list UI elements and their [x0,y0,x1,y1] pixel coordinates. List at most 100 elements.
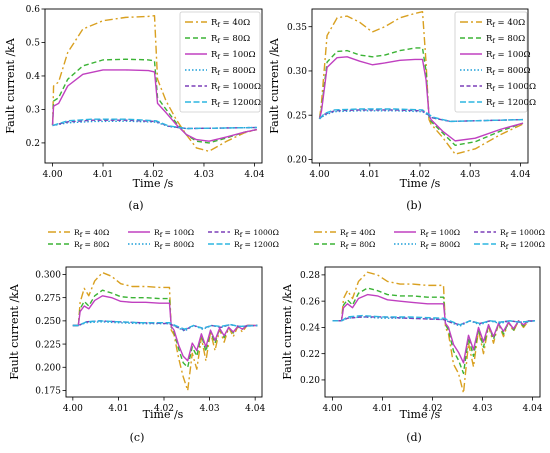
y-tick-label: 0.25 [287,111,307,121]
series-line-6 [332,314,536,326]
legend-item: Rf = 800Ω [394,240,460,251]
legend-label: Rf = 100Ω [486,50,531,61]
legend-box [454,11,528,113]
legend-item: Rf = 1200Ω [474,240,545,251]
legend: Rf = 40Ω Rf = 80Ω Rf = 100Ω Rf = 800Ω Rf = 1… [454,11,536,113]
x-tick-label: 4.02 [154,404,174,414]
legend-label: Rf = 40Ω [340,228,375,239]
panel-caption: (a) [128,199,143,212]
legend-item: Rf = 100Ω [128,228,194,239]
legend-item: Rf = 80Ω [460,34,525,45]
series-line-6 [52,118,257,130]
series-line-2 [332,287,535,375]
series-line-2 [318,47,524,146]
legend-item: Rf = 800Ω [185,66,256,77]
chart-panel-d: 4.00 4.01 4.02 4.03 4.04 0.20 0.22 0.24 0.26 0.28… [281,228,545,444]
legend-label: Rf = 80Ω [74,240,109,251]
legend-label: Rf = 1000Ω [211,82,261,93]
chart-panel-a: 4.00 4.01 4.02 4.03 4.04 0.2 0.3 0.4 0.5 0.6 Time … [4,5,265,212]
x-tick-label: 4.01 [93,170,113,180]
x-tick-label: 4.03 [472,404,492,414]
y-tick-label: 0.225 [35,340,61,350]
legend-label: Rf = 1200Ω [211,98,261,109]
legend-label: Rf = 800Ω [154,240,194,251]
legend: Rf = 40Ω Rf = 100Ω Rf = 1000Ω Rf = 80Ω Rf = … [48,228,279,251]
series-line-6 [319,108,523,123]
legend-box [179,11,261,113]
y-axis-label: Fault current /kA [8,283,21,380]
x-tick-label: 4.02 [422,404,442,414]
legend-item: Rf = 100Ω [394,228,460,239]
x-tick-label: 4.04 [244,170,264,180]
legend-label: Rf = 1000Ω [234,228,279,239]
legend-label: Rf = 800Ω [420,240,460,251]
legend-item: Rf = 40Ω [460,18,525,29]
panel-caption: (b) [406,199,422,212]
x-tick-label: 4.04 [245,404,265,414]
plot-frame [324,266,541,398]
legend-label: Rf = 80Ω [211,34,250,45]
legend-label: Rf = 100Ω [154,228,194,239]
x-axis-label: Time /s [400,408,441,421]
y-tick-label: 0.35 [287,23,307,33]
panel-caption: (d) [406,431,422,444]
legend-item: Rf = 100Ω [185,50,256,61]
legend-item: Rf = 1200Ω [460,98,536,109]
series-line-4 [319,110,523,123]
series-group [51,15,258,152]
legend-label: Rf = 1200Ω [234,240,279,251]
legend-label: Rf = 100Ω [211,50,256,61]
series-line-3 [332,293,535,364]
y-tick-label: 0.4 [26,72,41,82]
x-axis-label: Time /s [400,177,441,190]
series-line-6 [72,320,258,330]
legend-item: Rf = 80Ω [48,240,109,251]
x-tick-label: 4.00 [322,404,342,414]
panel-caption: (c) [130,431,145,444]
legend-item: Rf = 800Ω [460,66,531,77]
x-axis-label: Time /s [143,408,184,421]
x-tick-label: 4.03 [194,170,214,180]
chart-panel-b: 4.00 4.01 4.02 4.03 4.04 0.20 0.25 0.30 0.35 Time… [268,8,536,212]
legend-item: Rf = 40Ω [185,18,250,29]
y-axis-label: Fault current /kA [4,37,17,134]
legend-label: Rf = 800Ω [211,66,256,77]
y-tick-label: 0.175 [35,387,61,397]
legend-item: Rf = 1000Ω [208,228,279,239]
legend-label: Rf = 80Ω [340,240,375,251]
y-tick-label: 0.28 [300,271,320,281]
x-tick-label: 4.01 [360,170,380,180]
legend-item: Rf = 100Ω [460,50,531,61]
y-tick-label: 0.20 [287,156,307,166]
legend-item: Rf = 1200Ω [185,98,261,109]
legend-label: Rf = 800Ω [486,66,531,77]
x-tick-label: 4.00 [310,170,330,180]
y-axis-label: Fault current /kA [268,37,281,134]
x-tick-label: 4.04 [510,170,530,180]
series-line-3 [72,295,258,362]
y-axis-label: Fault current /kA [281,283,294,380]
legend-item: Rf = 800Ω [128,240,194,251]
y-tick-label: 0.5 [26,39,41,49]
y-tick-label: 0.275 [35,294,61,304]
x-tick-label: 4.02 [410,170,430,180]
y-tick-label: 0.250 [35,317,61,327]
series-group [318,10,524,155]
y-tick-label: 0.2 [26,139,40,149]
legend-label: Rf = 100Ω [420,228,460,239]
y-tick-label: 0.22 [300,350,320,360]
legend-item: Rf = 40Ω [314,228,375,239]
y-tick-label: 0.200 [35,363,61,373]
legend-item: Rf = 40Ω [48,228,109,239]
chart-panel-c: 4.00 4.01 4.02 4.03 4.04 0.175 0.200 0.225 0.250… [8,228,279,444]
x-tick-label: 4.01 [372,404,392,414]
legend-item: Rf = 80Ω [314,240,375,251]
x-axis-label: Time /s [133,177,174,190]
series-line-3 [51,69,258,142]
x-tick-label: 4.03 [200,404,220,414]
y-tick-label: 0.6 [26,5,41,15]
series-group [72,271,258,392]
series-line-1 [51,15,258,152]
series-line-2 [51,58,258,144]
